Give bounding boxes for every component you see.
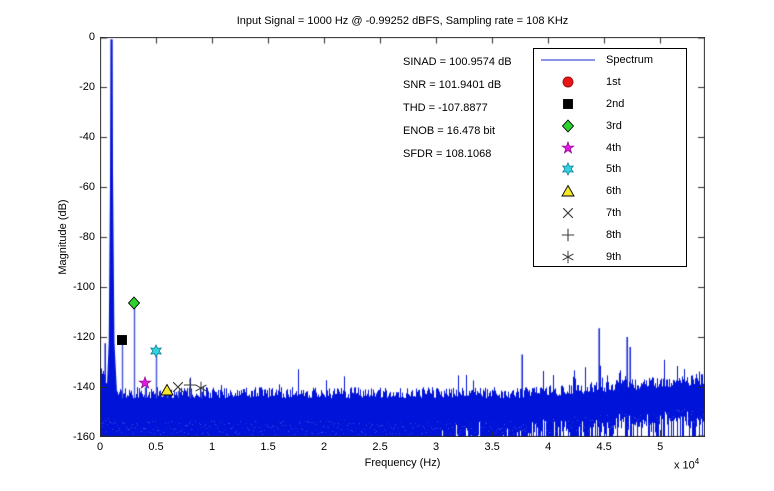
y-tick-label: -160 <box>72 431 95 443</box>
stat-line-0: SINAD = 100.9574 dB <box>403 56 512 68</box>
legend-item-6th: 6th <box>534 180 686 202</box>
x-tick-label: 1.5 <box>260 441 276 453</box>
x-tick-label: 4 <box>545 441 552 453</box>
x-multiplier-base: x 10 <box>674 459 695 472</box>
harmonic-marker-2nd <box>115 333 129 347</box>
measurement-stats: SINAD = 100.9574 dB SNR = 101.9401 dB THD … <box>403 56 512 171</box>
legend-item-9th: 9th <box>534 246 686 268</box>
y-tick-label: -80 <box>79 231 95 243</box>
harmonic-marker-7th <box>171 380 185 394</box>
legend-item-5th: 5th <box>534 158 686 180</box>
star6-marker-icon <box>534 162 602 177</box>
plus-marker-icon <box>534 228 602 242</box>
x-tick-label: 2 <box>321 441 328 453</box>
x-tick-label: 2.5 <box>372 441 388 453</box>
harmonic-markers-layer <box>100 37 705 437</box>
legend-item-label: 4th <box>606 141 622 154</box>
y-tick-label: -20 <box>79 81 95 93</box>
x-tick-label: 0 <box>96 441 104 453</box>
legend-item-label: 2nd <box>606 97 625 110</box>
plot-title: Input Signal = 1000 Hz @ -0.99252 dBFS, … <box>236 15 569 27</box>
x-axis-label: Frequency (Hz) <box>364 457 441 469</box>
legend-item-label: 3rd <box>606 119 622 132</box>
stat-line-4: SFDR = 108.1068 <box>403 148 492 160</box>
spectrum-line-icon <box>534 53 602 67</box>
legend-item-spectrum: Spectrum <box>534 49 686 71</box>
legend-item-label: 7th <box>606 207 622 220</box>
x-tick-label: 4.5 <box>596 441 612 453</box>
x-tick-label: 1 <box>208 441 216 453</box>
legend-item-label: 5th <box>606 163 622 176</box>
x-tick-label: 3 <box>433 441 440 453</box>
stat-line-3: ENOB = 16.478 bit <box>403 125 496 137</box>
x-marker-icon <box>534 206 602 220</box>
legend-item-4th: 4th <box>534 137 686 159</box>
legend-item-2nd: 2nd <box>534 93 686 115</box>
y-tick-label: -60 <box>79 181 95 193</box>
y-tick-label: 0 <box>88 31 95 43</box>
legend-item-label: 1st <box>606 75 621 88</box>
harmonic-marker-6th <box>160 383 174 397</box>
stat-line-2: THD = -107.8877 <box>403 102 488 114</box>
asterisk-marker-icon <box>534 250 602 264</box>
legend-item-7th: 7th <box>534 202 686 224</box>
legend-box: Spectrum 1st 2nd 3rd 4th 5th 6th 7th 8th… <box>533 48 687 267</box>
stat-line-1: SNR = 101.9401 dB <box>403 79 502 91</box>
x-axis-multiplier: x 104 <box>674 457 699 472</box>
harmonic-marker-5th <box>149 343 163 358</box>
star5-marker-icon <box>534 140 602 155</box>
legend-item-1st: 1st <box>534 71 686 93</box>
triangle-marker-icon <box>534 184 602 198</box>
legend-item-3rd: 3rd <box>534 115 686 137</box>
y-tick-label: -40 <box>79 131 95 143</box>
x-tick-label: 0.5 <box>148 441 164 453</box>
x-tick-label: 5 <box>657 441 664 453</box>
harmonic-marker-9th <box>194 381 208 395</box>
square-marker-icon <box>534 97 602 111</box>
harmonic-marker-8th <box>183 378 197 392</box>
legend-item-8th: 8th <box>534 224 686 246</box>
legend-item-label: 9th <box>606 250 622 263</box>
legend-item-label: Spectrum <box>606 53 654 66</box>
legend-item-label: 8th <box>606 229 622 242</box>
harmonic-marker-3rd <box>127 296 141 310</box>
circle-marker-icon <box>534 75 602 89</box>
diamond-marker-icon <box>534 118 602 133</box>
legend-item-label: 6th <box>606 185 622 198</box>
y-tick-label: -100 <box>72 281 95 293</box>
y-tick-label: -120 <box>72 331 95 343</box>
harmonic-marker-4th <box>137 376 152 390</box>
x-tick-label: 3.5 <box>484 441 500 453</box>
x-multiplier-exponent: 4 <box>694 457 700 466</box>
y-tick-label: -140 <box>72 381 95 393</box>
